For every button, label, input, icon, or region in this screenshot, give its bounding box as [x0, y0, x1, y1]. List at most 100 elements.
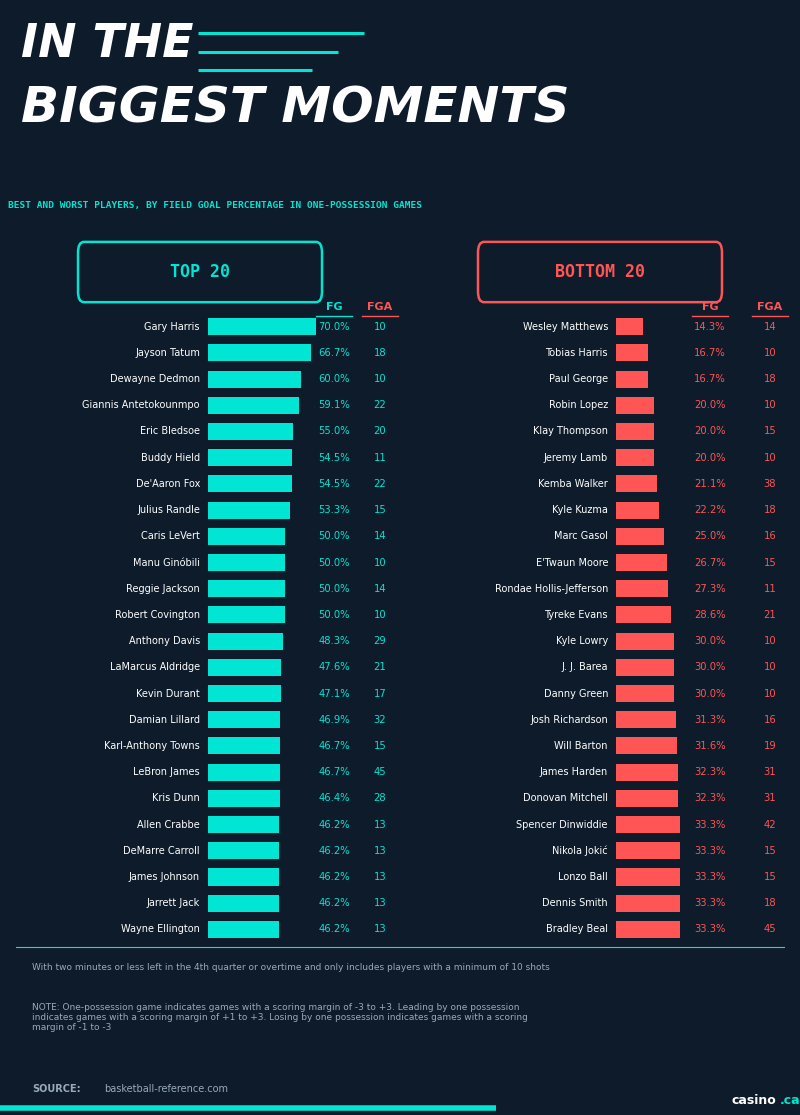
Text: 15: 15	[764, 426, 776, 436]
Text: 15: 15	[764, 872, 776, 882]
Bar	[208, 921, 279, 938]
Text: Anthony Davis: Anthony Davis	[129, 637, 200, 646]
Text: Jayson Tatum: Jayson Tatum	[135, 348, 200, 358]
Bar	[616, 842, 680, 860]
Text: 46.9%: 46.9%	[318, 715, 350, 725]
Text: 47.6%: 47.6%	[318, 662, 350, 672]
Text: 18: 18	[764, 505, 776, 515]
Text: 13: 13	[374, 872, 386, 882]
Text: 21: 21	[764, 610, 776, 620]
Text: 33.3%: 33.3%	[694, 872, 726, 882]
Text: Jarrett Jack: Jarrett Jack	[146, 899, 200, 909]
Text: 47.1%: 47.1%	[318, 689, 350, 698]
Text: 13: 13	[374, 820, 386, 830]
Text: 13: 13	[374, 924, 386, 934]
Text: Robin Lopez: Robin Lopez	[549, 400, 608, 410]
Text: Julius Randle: Julius Randle	[137, 505, 200, 515]
Bar	[616, 816, 680, 833]
Text: Will Barton: Will Barton	[554, 741, 608, 752]
Text: 18: 18	[374, 348, 386, 358]
Text: 55.0%: 55.0%	[318, 426, 350, 436]
Text: 10: 10	[764, 637, 776, 646]
Text: 60.0%: 60.0%	[318, 374, 350, 384]
Text: 46.7%: 46.7%	[318, 741, 350, 752]
Bar	[616, 869, 680, 885]
Text: 46.4%: 46.4%	[318, 794, 350, 804]
Text: 30.0%: 30.0%	[694, 637, 726, 646]
Bar	[208, 345, 311, 361]
Text: 32: 32	[374, 715, 386, 725]
Bar	[208, 318, 316, 336]
Text: BEST AND WORST PLAYERS, BY FIELD GOAL PERCENTAGE IN ONE-POSSESSION GAMES: BEST AND WORST PLAYERS, BY FIELD GOAL PE…	[8, 201, 422, 210]
Text: 25.0%: 25.0%	[694, 532, 726, 541]
Text: 10: 10	[374, 558, 386, 568]
Text: Eric Bledsoe: Eric Bledsoe	[140, 426, 200, 436]
Text: FG: FG	[702, 302, 718, 312]
Bar	[208, 397, 299, 414]
Text: 31.6%: 31.6%	[694, 741, 726, 752]
Bar	[616, 580, 669, 598]
Text: 33.3%: 33.3%	[694, 846, 726, 856]
Bar	[208, 370, 301, 388]
Text: Danny Green: Danny Green	[543, 689, 608, 698]
Text: casino: casino	[731, 1094, 776, 1107]
Text: 15: 15	[764, 846, 776, 856]
Text: With two minutes or less left in the 4th quarter or overtime and only includes p: With two minutes or less left in the 4th…	[32, 963, 550, 972]
Bar	[208, 789, 279, 807]
Text: Dewayne Dedmon: Dewayne Dedmon	[110, 374, 200, 384]
Bar	[208, 554, 285, 571]
Text: 45: 45	[374, 767, 386, 777]
Text: Allen Crabbe: Allen Crabbe	[138, 820, 200, 830]
Text: 18: 18	[764, 374, 776, 384]
Text: 10: 10	[764, 348, 776, 358]
Text: 16: 16	[764, 715, 776, 725]
Text: basketball-reference.com: basketball-reference.com	[104, 1084, 228, 1094]
Text: 28.6%: 28.6%	[694, 610, 726, 620]
Text: 16.7%: 16.7%	[694, 374, 726, 384]
Bar	[616, 764, 678, 780]
Text: 17: 17	[374, 689, 386, 698]
Bar	[616, 554, 667, 571]
Text: 13: 13	[374, 899, 386, 909]
Text: 13: 13	[374, 846, 386, 856]
Text: Tyreke Evans: Tyreke Evans	[545, 610, 608, 620]
Text: Manu Ginóbili: Manu Ginóbili	[133, 558, 200, 568]
Text: Nikola Jokić: Nikola Jokić	[552, 845, 608, 856]
Text: 22: 22	[374, 478, 386, 488]
Text: LaMarcus Aldridge: LaMarcus Aldridge	[110, 662, 200, 672]
Text: 22.2%: 22.2%	[694, 505, 726, 515]
Text: Kris Dunn: Kris Dunn	[152, 794, 200, 804]
Text: Dennis Smith: Dennis Smith	[542, 899, 608, 909]
Text: Lonzo Ball: Lonzo Ball	[558, 872, 608, 882]
Text: 38: 38	[764, 478, 776, 488]
Text: 31: 31	[764, 767, 776, 777]
Text: 45: 45	[764, 924, 776, 934]
Text: Kyle Lowry: Kyle Lowry	[556, 637, 608, 646]
Text: .ca: .ca	[780, 1094, 800, 1107]
Text: 10: 10	[764, 400, 776, 410]
Text: 18: 18	[764, 899, 776, 909]
Text: 10: 10	[764, 689, 776, 698]
Text: 14: 14	[374, 584, 386, 593]
Text: 10: 10	[764, 662, 776, 672]
Text: De'Aaron Fox: De'Aaron Fox	[136, 478, 200, 488]
Text: 27.3%: 27.3%	[694, 584, 726, 593]
Text: 50.0%: 50.0%	[318, 610, 350, 620]
Text: NOTE: One-possession game indicates games with a scoring margin of -3 to +3. Lea: NOTE: One-possession game indicates game…	[32, 1002, 528, 1032]
Text: James Harden: James Harden	[540, 767, 608, 777]
Bar	[616, 449, 654, 466]
Bar	[616, 607, 671, 623]
Text: 21: 21	[374, 662, 386, 672]
Text: 48.3%: 48.3%	[318, 637, 350, 646]
Bar	[616, 397, 654, 414]
Text: Spencer Dinwiddie: Spencer Dinwiddie	[517, 820, 608, 830]
Text: Damian Lillard: Damian Lillard	[129, 715, 200, 725]
Text: 19: 19	[764, 741, 776, 752]
Text: 14.3%: 14.3%	[694, 321, 726, 331]
Text: 46.2%: 46.2%	[318, 899, 350, 909]
Text: 10: 10	[374, 321, 386, 331]
Bar	[616, 737, 677, 755]
Bar	[208, 816, 279, 833]
Text: 21.1%: 21.1%	[694, 478, 726, 488]
Text: 14: 14	[374, 532, 386, 541]
